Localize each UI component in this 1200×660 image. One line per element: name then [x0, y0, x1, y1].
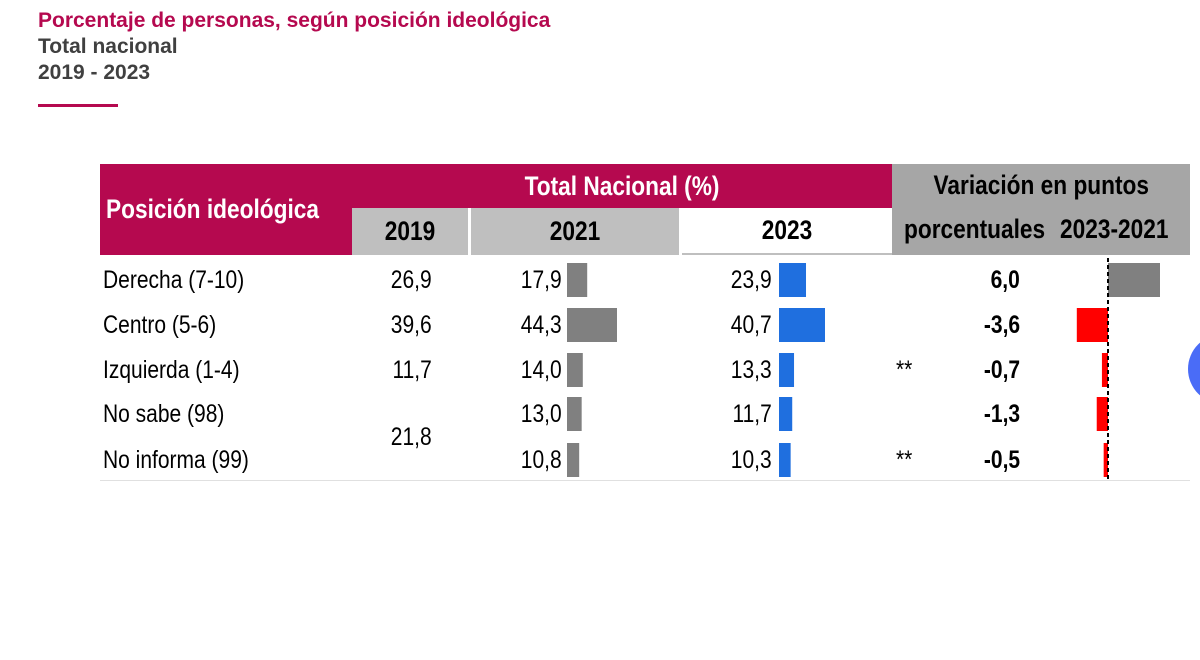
value-2021-2: 14,0 — [480, 355, 562, 385]
value-2023-4: 10,3 — [690, 445, 772, 475]
value-2023-3: 11,7 — [690, 399, 772, 429]
row-label-4: No informa (99) — [103, 445, 277, 475]
value-2021-4: 10,8 — [480, 445, 562, 475]
row-label-4-text: No informa (99) — [103, 446, 249, 474]
value-2021-0-text: 17,9 — [521, 266, 562, 294]
title-block: Porcentaje de personas, según posición i… — [38, 8, 550, 86]
row-label-2: Izquierda (1-4) — [103, 355, 266, 385]
value-2023-3-text: 11,7 — [732, 400, 772, 428]
row-label-2-text: Izquierda (1-4) — [103, 356, 240, 384]
row-label-3-text: No sabe (98) — [103, 400, 225, 428]
variation-value-0-text: 6,0 — [990, 266, 1020, 294]
header-group-cell: Total Nacional (%) — [352, 164, 892, 208]
variation-value-0: 6,0 — [930, 265, 1020, 295]
year-2019-label: 2019 — [384, 216, 436, 246]
value-2019-0-text: 26,9 — [391, 266, 432, 294]
variation-label-line1: Variación en puntos — [933, 170, 1149, 200]
value-2021-0: 17,9 — [480, 265, 562, 295]
variation-value-1-text: -3,6 — [983, 311, 1020, 339]
significance-mark-4-text: ** — [896, 446, 913, 474]
value-2023-1-text: 40,7 — [731, 311, 772, 339]
variation-value-2: -0,7 — [930, 355, 1020, 385]
value-2023-1: 40,7 — [690, 310, 772, 340]
value-2019-merged: 21,8 — [352, 422, 432, 452]
significance-mark-4: ** — [896, 445, 915, 475]
bar-2021-2 — [567, 353, 583, 387]
bar-2023-3 — [779, 397, 793, 431]
row-label-0-text: Derecha (7-10) — [103, 266, 245, 294]
chart-period: 2019 - 2023 — [38, 61, 151, 84]
value-2023-4-text: 10,3 — [731, 446, 772, 474]
value-2021-4-text: 10,8 — [521, 446, 562, 474]
table-bottom-border — [100, 480, 1190, 481]
variation-value-4-text: -0,5 — [983, 446, 1020, 474]
bar-variation-1 — [1076, 308, 1108, 342]
year-2023-label: 2023 — [761, 215, 813, 245]
value-2023-0: 23,9 — [690, 265, 772, 295]
variation-value-1: -3,6 — [930, 310, 1020, 340]
header-2019-cell: 2019 — [352, 208, 468, 255]
bar-2021-0 — [567, 263, 588, 297]
variation-value-3: -1,3 — [930, 399, 1020, 429]
header-variation-cell: Variación en puntos porcentuales 2023-20… — [892, 164, 1190, 255]
year-2021-label: 2021 — [549, 216, 601, 246]
bar-variation-0 — [1108, 263, 1160, 297]
bar-variation-4 — [1103, 443, 1108, 477]
bar-2023-1 — [779, 308, 825, 342]
variation-value-2-text: -0,7 — [983, 356, 1020, 384]
value-2021-3: 13,0 — [480, 399, 562, 429]
value-2021-1-text: 44,3 — [521, 311, 562, 339]
value-2023-0-text: 23,9 — [731, 266, 772, 294]
value-2019-1: 39,6 — [352, 310, 432, 340]
bar-2023-0 — [779, 263, 807, 297]
header-label-cell: Posición ideológica — [100, 164, 352, 255]
value-2019-1-text: 39,6 — [391, 311, 432, 339]
bar-2021-4 — [567, 443, 580, 477]
header-2023-cell: 2023 — [682, 208, 892, 255]
col-label: Posición ideológica — [106, 194, 319, 224]
value-2023-2-text: 13,3 — [731, 356, 772, 384]
value-2021-1: 44,3 — [480, 310, 562, 340]
header-2021-cell: 2021 — [471, 208, 679, 255]
bar-2023-2 — [779, 353, 795, 387]
bar-variation-2 — [1101, 353, 1108, 387]
chart-title: Porcentaje de personas, según posición i… — [38, 9, 551, 32]
variation-label-line2b: 2023-2021 — [1060, 214, 1169, 244]
value-2019-2-text: 11,7 — [392, 356, 432, 384]
bar-2021-3 — [567, 397, 582, 431]
row-label-1-text: Centro (5-6) — [103, 311, 217, 339]
row-label-0: Derecha (7-10) — [103, 265, 271, 295]
bar-variation-3 — [1096, 397, 1108, 431]
significance-mark-2-text: ** — [896, 356, 913, 384]
value-2019-2: 11,7 — [352, 355, 432, 385]
row-label-1: Centro (5-6) — [103, 310, 238, 340]
value-2021-2-text: 14,0 — [521, 356, 562, 384]
variation-value-3-text: -1,3 — [983, 400, 1020, 428]
value-2019-merged-text: 21,8 — [391, 423, 432, 451]
variation-value-4: -0,5 — [930, 445, 1020, 475]
bar-2021-1 — [567, 308, 617, 342]
group-label: Total Nacional (%) — [524, 170, 720, 201]
row-label-3: No sabe (98) — [103, 399, 248, 429]
title-underline — [38, 104, 118, 107]
significance-mark-2: ** — [896, 355, 915, 385]
value-2023-2: 13,3 — [690, 355, 772, 385]
value-2019-0: 26,9 — [352, 265, 432, 295]
value-2021-3-text: 13,0 — [521, 400, 562, 428]
bar-2023-4 — [779, 443, 791, 477]
chart-subtitle: Total nacional — [38, 35, 178, 58]
variation-label-line2a: porcentuales — [904, 214, 1046, 244]
